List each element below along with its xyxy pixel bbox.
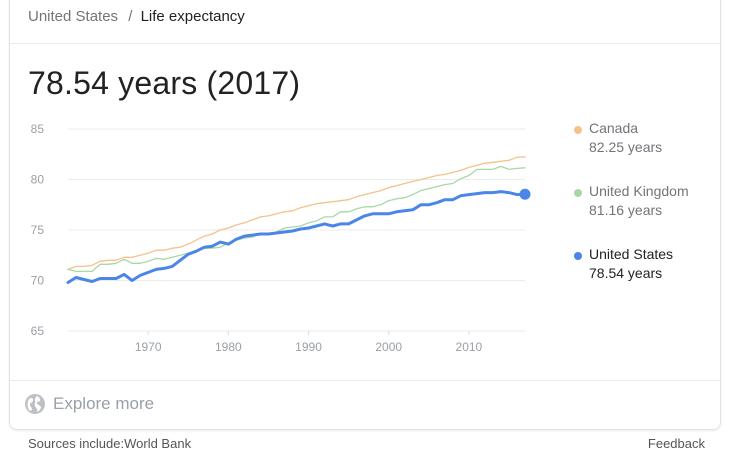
legend-value: 78.54 years (589, 265, 663, 281)
breadcrumb: United States / Life expectancy (28, 8, 245, 25)
answer-card: United States / Life expectancy 78.54 ye… (9, 0, 721, 430)
x-tick-label: 1980 (215, 340, 242, 354)
y-tick-label: 85 (31, 122, 45, 136)
legend-name: United States (589, 246, 674, 262)
legend-item-united-kingdom[interactable]: United Kingdom 81.16 years (574, 183, 714, 246)
legend-item-united-states[interactable]: United States 78.54 years (574, 246, 714, 309)
chart-legend: Canada 82.25 years United Kingdom 81.16 … (574, 120, 714, 309)
y-tick-label: 65 (31, 324, 45, 338)
x-tick-label: 1990 (295, 340, 322, 354)
legend-dot-icon (574, 252, 582, 260)
breadcrumb-current: Life expectancy (140, 8, 245, 25)
breadcrumb-separator: / (128, 8, 133, 25)
y-tick-label: 75 (31, 223, 45, 237)
y-tick-label: 80 (31, 173, 45, 187)
x-tick-label: 1970 (135, 340, 162, 354)
legend-value: 82.25 years (589, 139, 663, 155)
headline-value: 78.54 years (2017) (28, 65, 301, 101)
header-divider (10, 43, 720, 44)
sources-note: Sources include:World Bank (28, 436, 192, 451)
legend-item-canada[interactable]: Canada 82.25 years (574, 120, 714, 183)
life-expectancy-chart[interactable]: 65 70 75 80 85 1970 1980 1990 2000 2010 (10, 109, 540, 359)
y-tick-label: 70 (31, 274, 45, 288)
x-tick-label: 2000 (375, 340, 402, 354)
series-line-canada (67, 156, 526, 271)
legend-value: 81.16 years (589, 202, 663, 218)
series-line-united-states (66, 190, 527, 284)
explore-divider (10, 380, 720, 381)
series-endpoint-united-states (519, 188, 531, 200)
legend-name: United Kingdom (589, 183, 689, 199)
legend-dot-icon (574, 189, 582, 197)
globe-icon (25, 394, 45, 414)
breadcrumb-country-link[interactable]: United States (28, 8, 119, 25)
feedback-link[interactable]: Feedback (647, 436, 705, 451)
legend-name: Canada (589, 120, 639, 136)
explore-more-link[interactable]: Explore more (24, 393, 154, 415)
legend-dot-icon (574, 126, 582, 134)
series-line-united-kingdom (67, 165, 526, 273)
explore-more-label: Explore more (53, 394, 155, 413)
x-tick-label: 2010 (456, 340, 483, 354)
